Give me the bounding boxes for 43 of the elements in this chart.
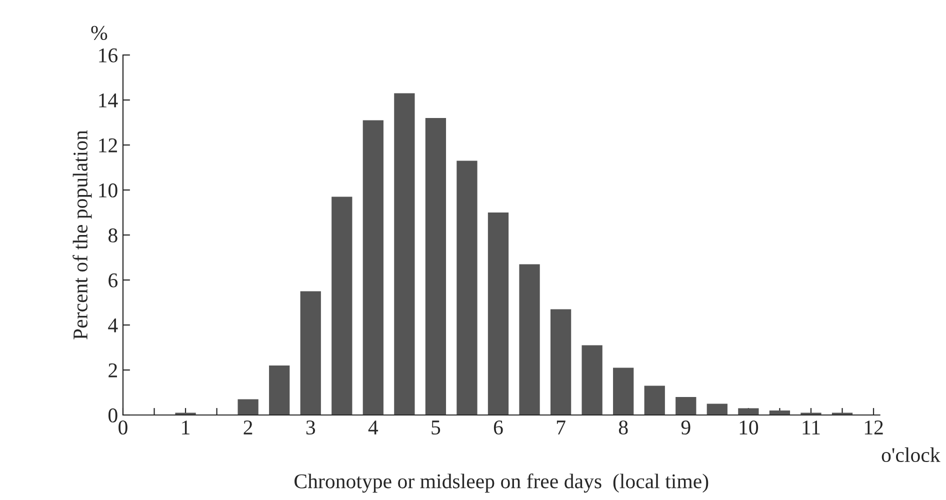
y-axis-title: Percent of the population — [72, 130, 92, 340]
x-tick-label: 9 — [681, 420, 690, 435]
y-tick-label: 2 — [108, 363, 117, 378]
bar — [550, 309, 572, 415]
y-tick-label: 0 — [108, 408, 118, 422]
bar — [488, 212, 509, 415]
bar — [706, 404, 728, 415]
bar — [269, 366, 290, 415]
x-tick-label: 1 — [182, 420, 190, 434]
bar — [644, 386, 665, 415]
bar — [362, 120, 384, 415]
y-tick-label: 16 — [99, 48, 118, 62]
bar — [456, 160, 478, 415]
x-tick-label: 5 — [432, 420, 440, 435]
bar — [238, 399, 258, 415]
y-tick-label: 4 — [108, 318, 118, 332]
y-tick-label: 8 — [108, 228, 118, 242]
x-axis-title: Chronotype or midsleep on free days (local time) — [294, 473, 708, 493]
bar — [613, 368, 634, 415]
x-tick-label: 8 — [618, 420, 628, 435]
x-tick-label: 11 — [802, 420, 820, 434]
bar — [394, 93, 415, 415]
bar — [425, 118, 446, 415]
y-tick-label: 6 — [108, 273, 118, 288]
x-tick-label: 12 — [864, 420, 883, 434]
x-tick-label: 2 — [244, 420, 252, 434]
text: o'clock — [882, 447, 940, 462]
x-tick-label: 6 — [494, 420, 503, 435]
bar — [676, 397, 696, 415]
x-tick-label: 10 — [740, 420, 758, 435]
x-tick-label: 7 — [556, 420, 566, 434]
x-tick-label: 4 — [368, 420, 378, 434]
bar — [332, 196, 352, 415]
x-tick-label: 0 — [118, 420, 128, 435]
y-tick-label: 12 — [99, 138, 117, 152]
text: % — [91, 26, 108, 40]
bar — [582, 345, 602, 415]
y-tick-label: 14 — [99, 93, 118, 108]
y-tick-label: 10 — [99, 183, 118, 198]
x-tick-label: 3 — [306, 420, 316, 435]
bar — [738, 408, 759, 415]
bar — [300, 291, 321, 415]
bar — [519, 264, 540, 415]
